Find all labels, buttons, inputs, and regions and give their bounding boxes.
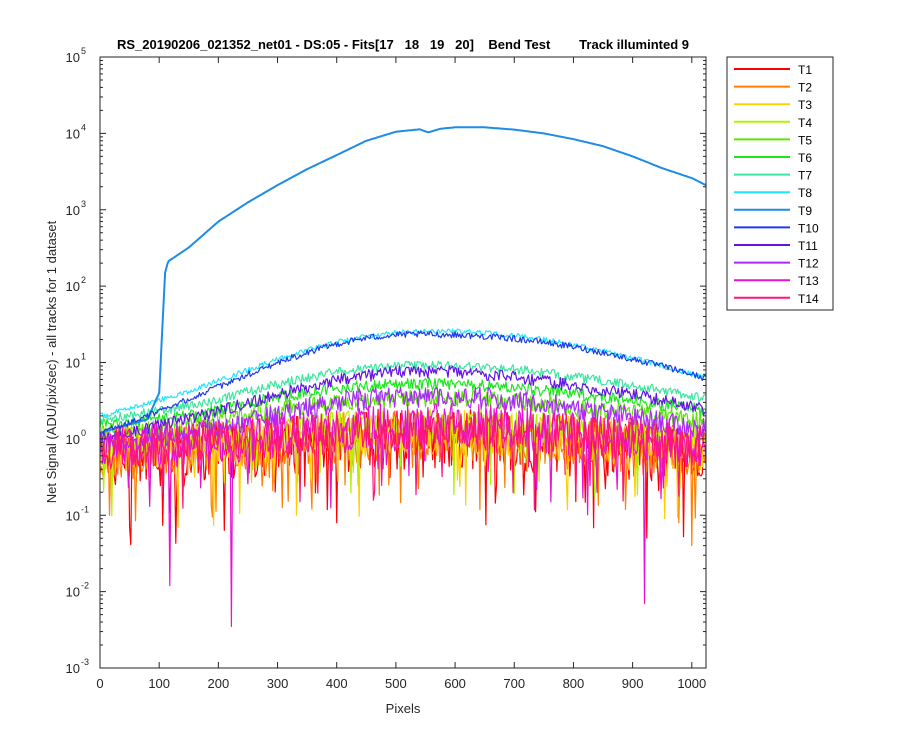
series-line-t14 xyxy=(100,409,706,511)
x-tick-label: 500 xyxy=(385,676,407,691)
y-tick-exponent: 2 xyxy=(81,275,86,285)
legend-label-t2: T2 xyxy=(798,81,812,95)
y-axis-label: Net Signal (ADU/pix/sec) - all tracks fo… xyxy=(44,220,59,503)
legend-label-t13: T13 xyxy=(798,274,819,288)
y-tick-label: 10 xyxy=(66,356,80,371)
x-axis-label: Pixels xyxy=(386,701,421,716)
y-tick-exponent: 3 xyxy=(81,199,86,209)
series-line-t11 xyxy=(100,365,706,442)
series-line-t13 xyxy=(100,403,706,628)
y-tick-exponent: -2 xyxy=(81,581,89,591)
legend-label-t6: T6 xyxy=(798,151,812,165)
x-tick-label: 0 xyxy=(96,676,103,691)
legend-label-t12: T12 xyxy=(798,257,819,271)
plot-area-background xyxy=(100,57,706,668)
legend-label-t3: T3 xyxy=(798,98,812,112)
y-tick-label: 10 xyxy=(66,203,80,218)
x-tick-label: 800 xyxy=(563,676,585,691)
legend-label-t4: T4 xyxy=(798,116,812,130)
y-tick-exponent: -3 xyxy=(81,657,89,667)
legend-label-t8: T8 xyxy=(798,186,812,200)
series-line-t9 xyxy=(100,126,706,434)
legend-label-t14: T14 xyxy=(798,292,819,306)
y-tick-label: 10 xyxy=(66,585,80,600)
y-tick-exponent: 4 xyxy=(81,122,86,132)
x-tick-label: 700 xyxy=(503,676,525,691)
legend-label-t5: T5 xyxy=(798,133,812,147)
x-tick-label: 300 xyxy=(267,676,289,691)
x-axis: 0 100 200 300 400 500 600 700 800 900 1000 xyxy=(96,57,706,691)
legend-label-t11: T11 xyxy=(798,239,818,253)
y-tick-label: 10 xyxy=(66,126,80,141)
chart-title: RS_20190206_021352_net01 - DS:05 - Fits[… xyxy=(117,37,689,52)
y-tick-label: 10 xyxy=(66,279,80,294)
x-tick-label: 100 xyxy=(148,676,170,691)
y-tick-label: 10 xyxy=(66,508,80,523)
legend-label-t7: T7 xyxy=(798,169,812,183)
x-tick-label: 600 xyxy=(444,676,466,691)
y-tick-exponent: 0 xyxy=(81,428,86,438)
y-tick-label: 10 xyxy=(66,50,80,65)
y-tick-exponent: 5 xyxy=(81,46,86,56)
y-tick-exponent: -1 xyxy=(81,504,89,514)
legend-label-t1: T1 xyxy=(798,63,812,77)
legend: T1 T2 T3 T4 T5 T6 T7 T8 T9 T10 T11 T12 T13 T14 xyxy=(726,56,834,311)
y-tick-exponent: 1 xyxy=(81,352,86,362)
x-tick-label: 900 xyxy=(622,676,644,691)
series-layer xyxy=(100,126,706,628)
legend-label-t10: T10 xyxy=(798,221,819,235)
y-tick-label: 10 xyxy=(66,661,80,676)
legend-label-t9: T9 xyxy=(798,204,812,218)
x-tick-label: 1000 xyxy=(677,676,706,691)
legend-box xyxy=(726,56,834,311)
x-tick-label: 200 xyxy=(208,676,230,691)
series-line-t5 xyxy=(100,389,706,442)
series-line-t10 xyxy=(100,330,706,437)
series-line-t7 xyxy=(100,360,706,424)
x-tick-label: 400 xyxy=(326,676,348,691)
y-tick-label: 10 xyxy=(66,432,80,447)
series-line-t12 xyxy=(100,386,706,453)
